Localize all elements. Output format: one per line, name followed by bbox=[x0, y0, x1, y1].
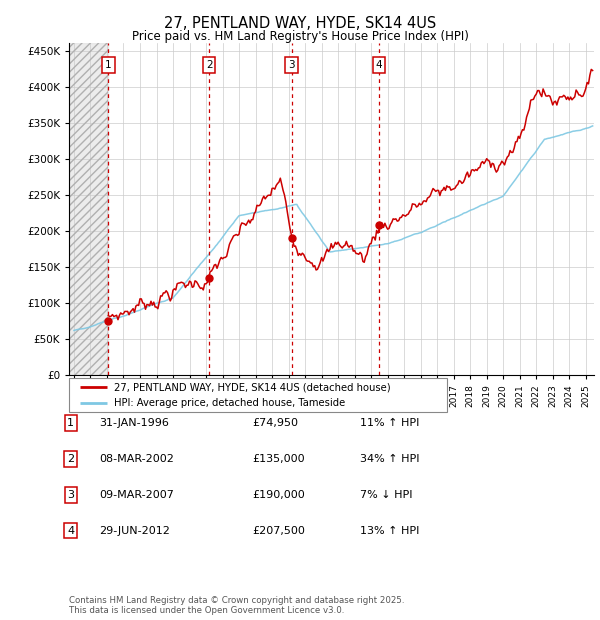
Text: 1: 1 bbox=[67, 418, 74, 428]
Text: 11% ↑ HPI: 11% ↑ HPI bbox=[360, 418, 419, 428]
Text: 2: 2 bbox=[67, 454, 74, 464]
Text: HPI: Average price, detached house, Tameside: HPI: Average price, detached house, Tame… bbox=[115, 399, 346, 409]
Text: 13% ↑ HPI: 13% ↑ HPI bbox=[360, 526, 419, 536]
Text: 09-MAR-2007: 09-MAR-2007 bbox=[99, 490, 174, 500]
Text: 27, PENTLAND WAY, HYDE, SK14 4US (detached house): 27, PENTLAND WAY, HYDE, SK14 4US (detach… bbox=[115, 382, 391, 392]
Text: 08-MAR-2002: 08-MAR-2002 bbox=[99, 454, 174, 464]
Text: Price paid vs. HM Land Registry's House Price Index (HPI): Price paid vs. HM Land Registry's House … bbox=[131, 30, 469, 43]
Text: £74,950: £74,950 bbox=[252, 418, 298, 428]
Text: 3: 3 bbox=[67, 490, 74, 500]
Text: 4: 4 bbox=[67, 526, 74, 536]
Text: Contains HM Land Registry data © Crown copyright and database right 2025.
This d: Contains HM Land Registry data © Crown c… bbox=[69, 596, 404, 615]
Text: 31-JAN-1996: 31-JAN-1996 bbox=[99, 418, 169, 428]
Text: 3: 3 bbox=[289, 60, 295, 70]
Text: 7% ↓ HPI: 7% ↓ HPI bbox=[360, 490, 413, 500]
Text: £207,500: £207,500 bbox=[252, 526, 305, 536]
Bar bbox=[69, 43, 108, 375]
Text: £135,000: £135,000 bbox=[252, 454, 305, 464]
Bar bbox=[69, 43, 108, 375]
Text: 4: 4 bbox=[376, 60, 383, 70]
FancyBboxPatch shape bbox=[69, 378, 447, 412]
Text: £190,000: £190,000 bbox=[252, 490, 305, 500]
Text: 2: 2 bbox=[206, 60, 212, 70]
Text: 29-JUN-2012: 29-JUN-2012 bbox=[99, 526, 170, 536]
Text: 34% ↑ HPI: 34% ↑ HPI bbox=[360, 454, 419, 464]
Text: 27, PENTLAND WAY, HYDE, SK14 4US: 27, PENTLAND WAY, HYDE, SK14 4US bbox=[164, 16, 436, 31]
Text: 1: 1 bbox=[105, 60, 112, 70]
